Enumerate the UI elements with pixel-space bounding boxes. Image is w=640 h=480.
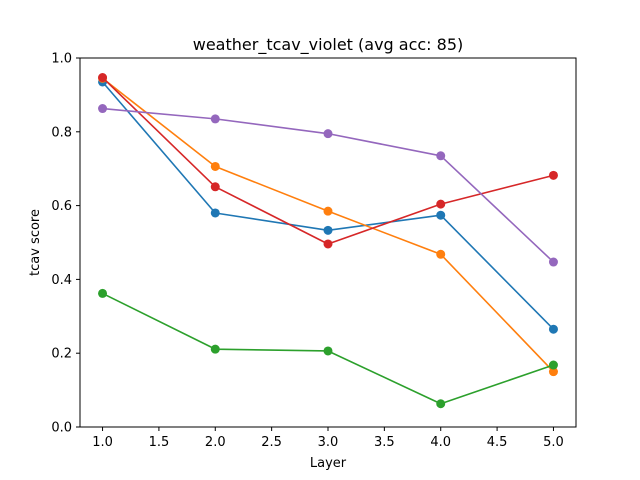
x-tick-label: 3.0 bbox=[318, 435, 339, 450]
y-tick-label: 0.6 bbox=[51, 199, 72, 214]
series-4 bbox=[98, 73, 558, 249]
data-point bbox=[548, 324, 558, 334]
data-point bbox=[210, 208, 220, 218]
chart-title: weather_tcav_violet (avg acc: 85) bbox=[193, 35, 464, 55]
x-tick-label: 4.5 bbox=[487, 435, 508, 450]
y-axis-label: tcav score bbox=[28, 209, 43, 276]
data-point bbox=[436, 249, 446, 259]
data-point bbox=[548, 360, 558, 370]
series-5 bbox=[98, 104, 558, 267]
y-tick-label: 0.2 bbox=[51, 347, 72, 362]
data-point bbox=[210, 161, 220, 171]
series-line bbox=[101, 81, 555, 330]
y-tick-label: 0.4 bbox=[51, 273, 72, 288]
series-layer bbox=[98, 73, 558, 409]
data-point bbox=[210, 344, 220, 354]
series-3 bbox=[98, 288, 558, 409]
data-point bbox=[323, 239, 333, 249]
data-point bbox=[323, 129, 333, 139]
data-point bbox=[436, 199, 446, 209]
x-tick-label: 4.0 bbox=[430, 435, 451, 450]
x-axis-label: Layer bbox=[310, 456, 347, 471]
data-point bbox=[210, 114, 220, 124]
x-tick-label: 2.5 bbox=[261, 435, 282, 450]
series-1 bbox=[98, 77, 558, 334]
x-tick-label: 2.0 bbox=[205, 435, 226, 450]
x-axis: 1.0 1.5 2.0 2.5 3.0 3.5 4.0 4.5 5.0 bbox=[92, 427, 564, 450]
data-point bbox=[323, 346, 333, 356]
x-tick-label: 3.5 bbox=[374, 435, 395, 450]
data-point bbox=[436, 210, 446, 220]
data-point bbox=[548, 170, 558, 180]
data-point bbox=[98, 73, 108, 83]
data-point bbox=[436, 399, 446, 409]
x-tick-label: 5.0 bbox=[543, 435, 564, 450]
data-point bbox=[98, 288, 108, 298]
x-tick-label: 1.0 bbox=[92, 435, 113, 450]
data-point bbox=[323, 225, 333, 235]
data-point bbox=[548, 367, 558, 377]
y-tick-label: 0.8 bbox=[51, 125, 72, 140]
y-tick-label: 1.0 bbox=[51, 52, 72, 67]
x-tick-label: 1.5 bbox=[149, 435, 170, 450]
y-axis: 0.0 0.2 0.4 0.6 0.8 1.0 bbox=[51, 52, 80, 436]
data-point bbox=[548, 257, 558, 267]
data-point bbox=[210, 182, 220, 192]
series-2 bbox=[98, 73, 558, 377]
data-point bbox=[323, 206, 333, 216]
y-tick-label: 0.0 bbox=[51, 421, 72, 436]
data-point bbox=[98, 104, 108, 114]
data-point bbox=[436, 151, 446, 161]
